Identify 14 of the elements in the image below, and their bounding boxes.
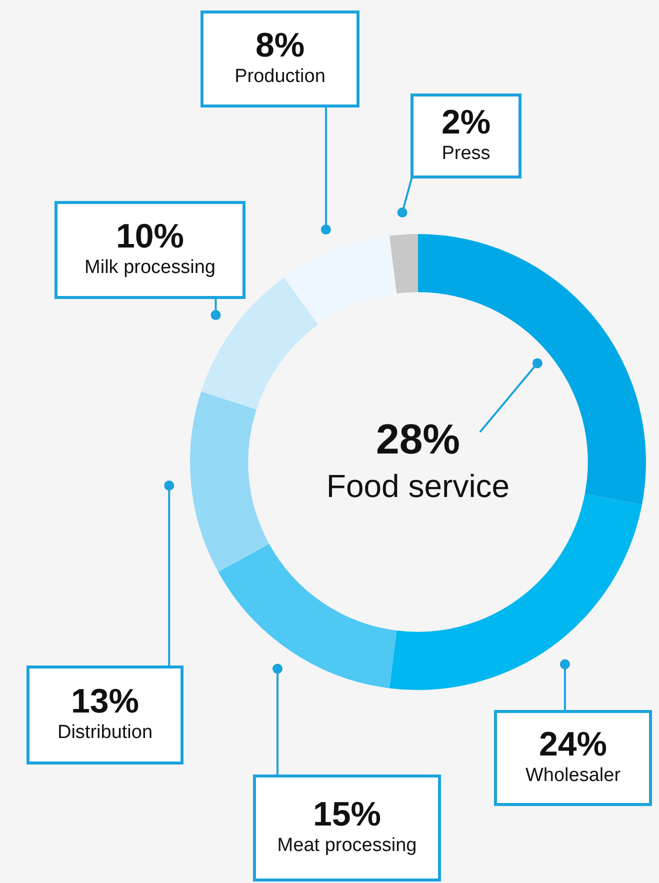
data-label: 2% <box>441 103 491 142</box>
data-label: 10% <box>116 217 184 256</box>
slice-label: Press <box>442 143 490 164</box>
slice-label: Milk processing <box>84 257 216 278</box>
data-label: 15% <box>312 795 382 834</box>
data-label: 13% <box>70 682 140 720</box>
slice-label: Wholesaler <box>525 765 622 786</box>
slice-label: Distribution <box>57 722 153 744</box>
data-label: 24% <box>538 725 608 764</box>
data-label: 28% <box>376 416 460 463</box>
slice-label: Meat processing <box>277 835 417 856</box>
slice-label: Production <box>234 66 326 88</box>
data-label: 8% <box>255 26 305 64</box>
slice-label: Food service <box>326 468 510 504</box>
